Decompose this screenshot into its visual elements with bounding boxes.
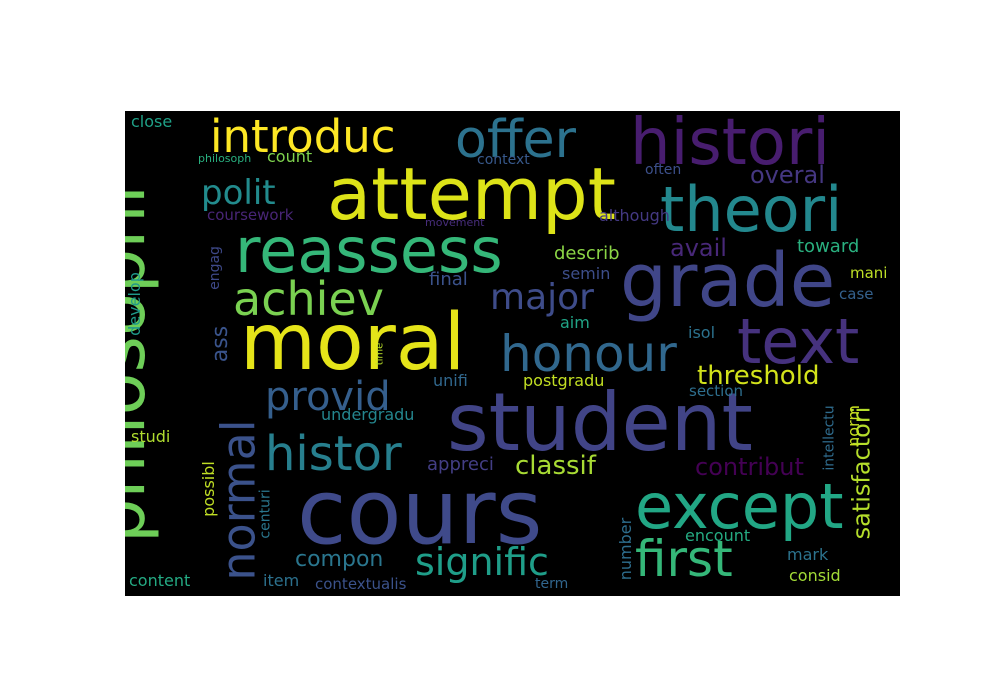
word-aim: aim <box>560 313 590 332</box>
word-signific: signific <box>415 540 549 584</box>
word-normal: normal <box>211 419 266 581</box>
word-philosoph: philosoph <box>198 152 252 165</box>
word-student: student <box>447 376 753 469</box>
word-philosophi: philosophi <box>125 184 162 544</box>
word-context: context <box>477 152 530 168</box>
word-mark: mark <box>787 545 829 564</box>
word-often: often <box>645 162 682 178</box>
word-engag: engag <box>206 246 223 290</box>
word-possibl: possibl <box>198 461 218 517</box>
word-reassess: reassess <box>235 214 503 287</box>
word-polit: polit <box>201 173 276 213</box>
word-histori: histori <box>630 111 831 180</box>
word-centuri: centuri <box>257 489 274 539</box>
word-undergradu: undergradu <box>321 405 415 424</box>
word-mani: mani <box>850 264 888 282</box>
word-count: count <box>267 147 313 166</box>
word-cloud-canvas: cours student moral philosophi attempt g… <box>125 111 900 596</box>
word-movement: movement <box>425 216 485 229</box>
word-unifi: unifi <box>433 371 468 390</box>
word-norm: norm <box>843 405 863 447</box>
word-appreci: appreci <box>427 454 494 475</box>
word-although: although <box>599 206 670 225</box>
word-offer: offer <box>455 111 577 170</box>
word-encount: encount <box>685 526 751 545</box>
word-text: text <box>737 305 860 378</box>
word-contribut: contribut <box>695 453 804 481</box>
word-compon: compon <box>295 547 384 572</box>
word-term: term <box>535 576 569 592</box>
word-major: major <box>490 277 594 318</box>
word-postgradu: postgradu <box>523 371 605 390</box>
word-achiev: achiev <box>233 272 384 326</box>
word-threshold: threshold <box>697 361 820 391</box>
word-section: section <box>689 382 744 400</box>
word-content: content <box>129 571 191 590</box>
word-attempt: attempt <box>327 152 616 236</box>
word-time: time <box>374 342 386 366</box>
word-theori: theori <box>660 173 843 246</box>
word-classif: classif <box>515 451 596 481</box>
word-cours: cours <box>297 460 543 565</box>
word-provid: provid <box>265 374 391 420</box>
word-coursework: coursework <box>207 206 294 224</box>
word-number: number <box>616 517 636 581</box>
word-develop: develop <box>125 272 144 336</box>
word-moral: moral <box>240 298 466 388</box>
word-grade: grade <box>620 238 836 324</box>
word-toward: toward <box>797 236 860 257</box>
word-intellectu: intellectu <box>821 405 838 471</box>
word-item: item <box>263 571 300 590</box>
word-honour: honour <box>500 325 677 383</box>
word-close: close <box>131 112 173 131</box>
word-first: first <box>635 530 733 588</box>
word-contextualis: contextualis <box>315 575 407 593</box>
word-semin: semin <box>562 264 611 283</box>
word-overal: overal <box>750 161 825 189</box>
word-final: final <box>429 269 468 290</box>
word-describ: describ <box>554 243 620 264</box>
word-except: except <box>635 470 844 543</box>
word-consid: consid <box>789 566 841 585</box>
word-isol: isol <box>688 323 716 342</box>
word-introduc: introduc <box>210 111 396 163</box>
word-studi: studi <box>131 427 171 446</box>
word-ass: ass <box>208 325 234 363</box>
word-histor: histor <box>265 426 402 482</box>
word-avail: avail <box>670 234 727 262</box>
word-case: case <box>839 285 874 303</box>
